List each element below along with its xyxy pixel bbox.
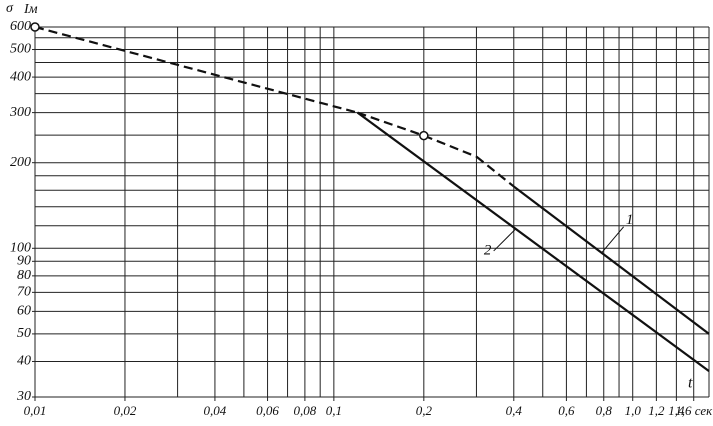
series-label: 1 [626,212,634,228]
line-segment [475,155,515,188]
x-tick-label: 0,01 [24,403,47,418]
x-tick-label: 1,0 [625,403,642,418]
y-tick-label: 70 [17,285,31,300]
line-segment [513,185,710,335]
x-tick-label: 0,02 [114,403,137,418]
y-tick-label: 600 [10,19,31,34]
line-segment [423,134,477,158]
y-tick-label: 300 [9,105,31,120]
x-tick-label: 1,6 сек [675,403,713,418]
point-marker [419,130,429,141]
point-marker [30,22,40,32]
label-leader [493,228,517,252]
y-tick-label: 30 [16,389,31,404]
y-tick-label: 50 [17,326,31,341]
y-tick-label: 400 [10,69,31,84]
line-segment [34,25,358,114]
x-tick-label: 0,4 [506,403,523,418]
y-tick-label: 500 [10,42,31,57]
line-segment [356,111,710,372]
x-tick-label: 0,04 [204,403,227,418]
x-tick-label: 0,6 [558,403,575,418]
series-label: 2 [484,242,492,258]
y-axis-label: σ [6,1,14,16]
line-segment [357,111,425,137]
y-tick-label: 40 [17,354,31,369]
x-tick-label: 0,2 [416,403,433,418]
x-tick-label: 0,8 [596,403,613,418]
y-tick-label: 100 [10,241,31,256]
x-tick-label: 1,4 [668,403,685,418]
y-axis-label-2: Iм [23,2,38,17]
y-tick-label: 60 [17,304,31,319]
y-tick-label: 90 [17,254,31,269]
x-tick-label: 0,06 [256,403,279,418]
x-tick-label: 0,1 [326,403,342,418]
y-tick-label: 200 [10,155,31,170]
y-tick-label: 80 [17,268,31,283]
x-tick-label: 0,08 [294,403,317,418]
x-axis-label: t [688,375,693,392]
x-tick-label: 1,2 [648,403,665,418]
label-leader [601,226,625,254]
